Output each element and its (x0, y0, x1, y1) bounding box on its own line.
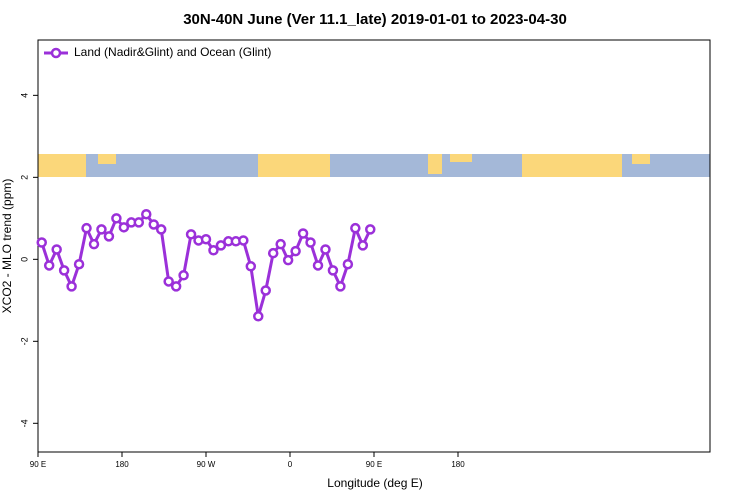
data-point (66, 281, 77, 292)
y-tick-label: 2 (19, 175, 29, 180)
data-point (238, 235, 249, 246)
data-point (155, 224, 167, 235)
data-point (320, 244, 331, 255)
data-point (88, 238, 100, 250)
data-point (342, 258, 354, 270)
data-point (133, 217, 145, 228)
data-point (58, 265, 70, 276)
y-axis-label: XCO2 - MLO trend (ppm) (0, 179, 14, 314)
data-point (81, 222, 92, 234)
data-point (43, 260, 55, 271)
data-point (253, 311, 264, 322)
data-point (365, 224, 376, 235)
data-point (357, 240, 369, 251)
x-tick-label: 180 (115, 460, 129, 469)
data-point (148, 219, 159, 230)
legend-label: Land (Nadir&Glint) and Ocean (Glint) (74, 45, 271, 59)
data-point (103, 231, 115, 242)
plot-frame (37, 39, 711, 453)
x-tick-label: 180 (451, 460, 465, 469)
data-point (185, 229, 197, 240)
y-tick-label: -2 (19, 337, 29, 345)
y-tick-label: -4 (19, 419, 29, 427)
legend-marker (50, 47, 62, 59)
data-point (36, 237, 47, 248)
data-point (178, 270, 189, 281)
data-point (170, 281, 182, 292)
x-tick-label: 0 (288, 460, 293, 469)
data-point (245, 261, 257, 272)
data-point (290, 245, 301, 257)
x-axis-label: Longitude (deg E) (327, 476, 422, 490)
x-tick-label: 90 E (366, 460, 382, 469)
data-point (208, 245, 219, 256)
data-point (118, 222, 130, 233)
data-point (215, 240, 227, 251)
chart-title: 30N-40N June (Ver 11.1_late) 2019-01-01 … (183, 11, 567, 28)
data-point (350, 222, 361, 234)
data-point (327, 265, 339, 276)
data-point (305, 237, 316, 248)
data-point (335, 281, 346, 292)
data-point (141, 208, 152, 220)
x-tick-label: 90 E (30, 460, 46, 469)
x-tick-label: 90 W (197, 460, 216, 469)
data-point (73, 258, 85, 270)
data-point (312, 260, 324, 271)
data-point (267, 247, 279, 259)
data-point (275, 238, 286, 250)
y-tick-label: 4 (19, 93, 29, 98)
data-point (51, 244, 62, 255)
data-point (96, 224, 107, 235)
data-point (200, 233, 212, 245)
data-point (111, 213, 122, 224)
data-point (282, 254, 294, 266)
data-point (260, 285, 271, 296)
data-point (163, 276, 174, 287)
data-point (297, 228, 309, 239)
map-strip (38, 154, 710, 177)
y-tick-label: 0 (19, 257, 29, 262)
